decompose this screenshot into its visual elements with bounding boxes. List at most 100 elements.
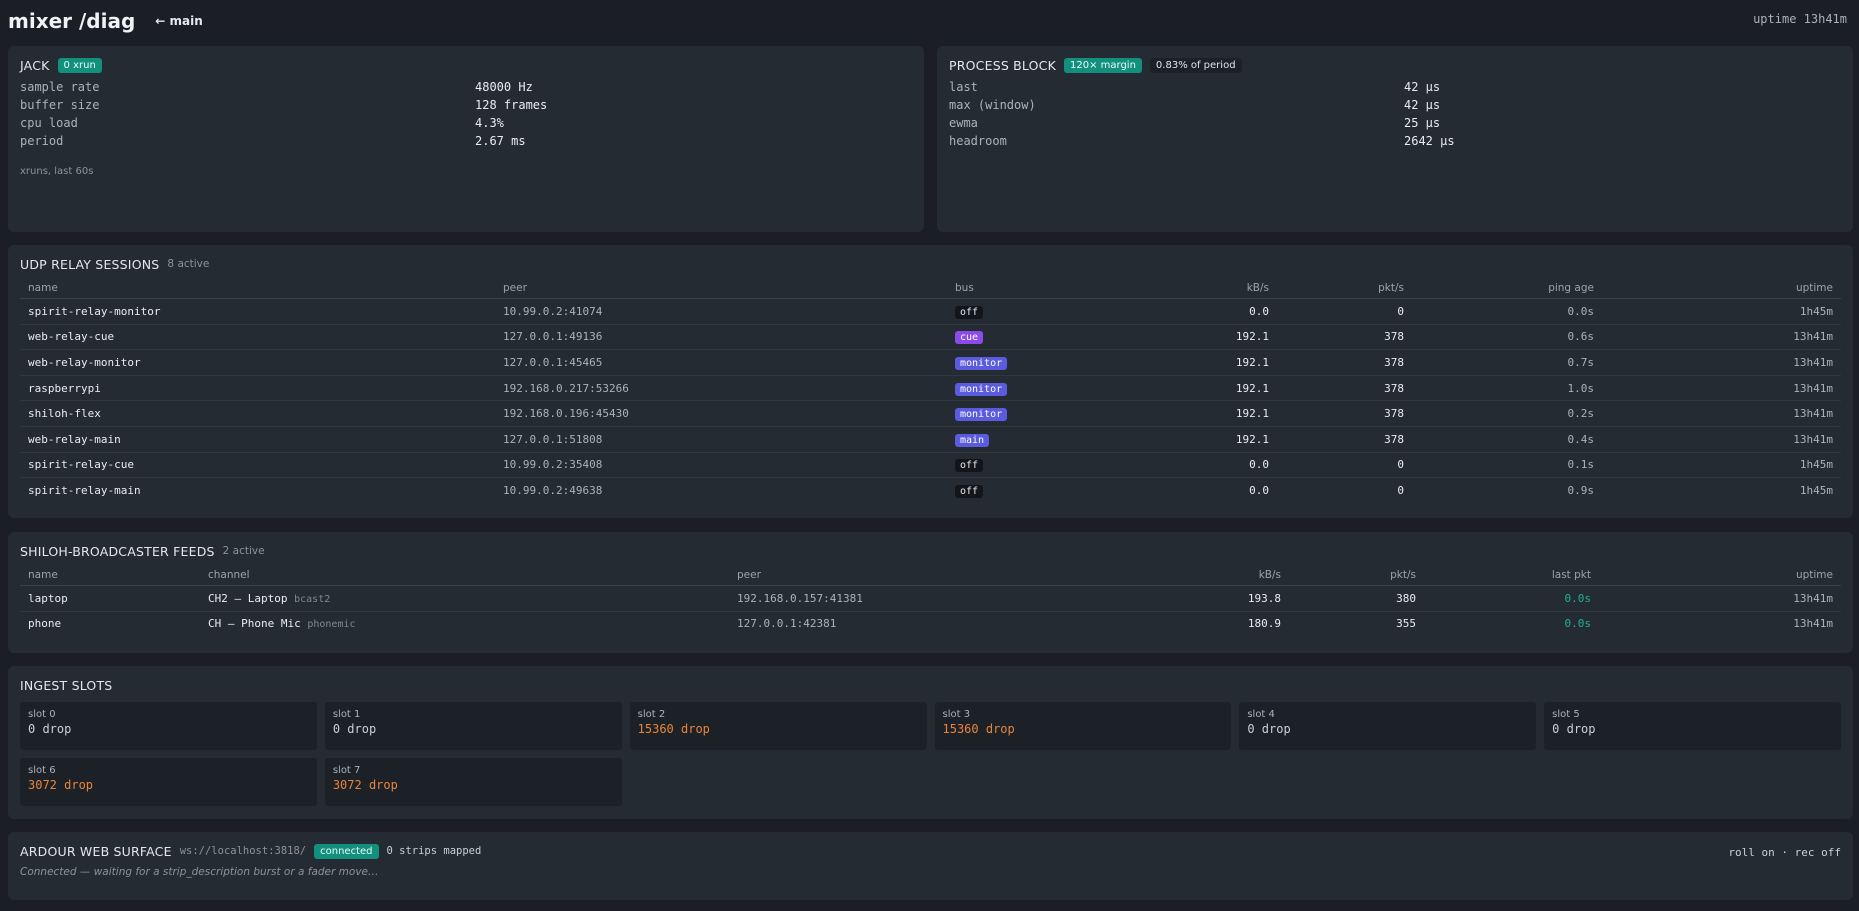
bus-badge: monitor (955, 408, 1008, 422)
session-pkts: 378 (1277, 324, 1412, 351)
session-name: raspberrypi (20, 375, 495, 402)
ingest-title: INGEST SLOTS (20, 677, 113, 693)
column-header[interactable]: kB/s (1109, 566, 1289, 586)
column-header[interactable]: peer (729, 566, 1109, 586)
ardour-title: ARDOUR WEB SURFACE (20, 843, 172, 859)
feed-uptime: 13h41m (1793, 617, 1833, 631)
process-stat-value: 42 µs (1404, 98, 1441, 112)
process-stat-key: ewma (949, 116, 978, 130)
session-name: web-relay-cue (20, 324, 495, 351)
session-bus-cell: off (947, 298, 1127, 325)
slot-label: slot 0 (28, 709, 56, 720)
bus-badge: cue (955, 331, 984, 345)
slot-label: slot 1 (332, 709, 361, 720)
jack-stat-key: cpu load (20, 116, 78, 130)
session-pkts: 378 (1277, 426, 1412, 453)
feeds-title: SHILOH-BROADCASTER FEEDS (20, 543, 215, 559)
slot-drop-count: 0 drop (28, 722, 72, 736)
session-peer: 192.168.0.217:53266 (495, 375, 947, 402)
slot-label: slot 5 (1552, 709, 1580, 720)
jack-stat-value: 48000 Hz (475, 80, 533, 94)
session-peer: 10.99.0.2:41074 (495, 298, 947, 325)
session-uptime: 13h41m (1602, 426, 1841, 453)
column-header[interactable]: name (20, 566, 200, 586)
session-uptime: 13h41m (1602, 349, 1841, 376)
feed-kbs: 193.8 (1109, 585, 1289, 612)
feed-channel-tag: bcast2 (294, 593, 331, 605)
udp-sessions-table: name peer bus kB/s pkt/s ping age uptime spiri… (20, 279, 1841, 503)
ardour-status-message: Connected — waiting for a strip_descript… (20, 866, 379, 878)
feed-channel: CH2 — Laptop (208, 591, 288, 605)
column-header[interactable]: uptime (1599, 566, 1841, 586)
session-pkts: 0 (1397, 483, 1404, 497)
table-row[interactable]: spirit-relay-monitor 10.99.0.2:41074 off 0.… (20, 298, 1841, 325)
ardour-url: ws://localhost:3818/ (179, 845, 307, 857)
table-row[interactable]: web-relay-main 127.0.0.1:51808 main 192.1 37… (20, 426, 1841, 453)
session-uptime: 1h45m (1602, 452, 1841, 479)
process-stat-value: 2642 µs (1404, 134, 1455, 148)
session-kbs: 192.1 (1127, 349, 1277, 376)
column-header[interactable]: kB/s (1127, 279, 1277, 299)
ingest-slot: slot 0 0 drop (20, 702, 317, 750)
jack-stat-value: 128 frames (475, 98, 548, 112)
session-ping-age: 0.0s (1412, 298, 1602, 325)
session-ping-age: 0.6s (1412, 324, 1602, 351)
column-header[interactable]: pkt/s (1289, 566, 1424, 586)
process-block-panel: PROCESS BLOCK 120× margin 0.83% of perio… (937, 46, 1853, 232)
ingest-slot: slot 4 0 drop (1239, 702, 1537, 750)
column-header[interactable]: ping age (1412, 279, 1602, 299)
feeds-active-count: 2 active (222, 545, 265, 557)
table-row[interactable]: web-relay-cue 127.0.0.1:49136 cue 192.1 378 0… (20, 324, 1841, 351)
feed-name: laptop (20, 585, 200, 612)
session-peer: 10.99.0.2:49638 (503, 483, 603, 497)
slot-drop-count: 15360 drop (637, 722, 710, 736)
feed-channel-tag: phonemic (307, 619, 356, 631)
process-stat-key: headroom (949, 134, 1007, 148)
udp-active-count: 8 active (167, 258, 210, 270)
session-name: spirit-relay-cue (20, 452, 495, 479)
page-title: mixer /diag (8, 9, 136, 33)
session-peer: 10.99.0.2:35408 (495, 452, 947, 479)
column-header[interactable]: pkt/s (1277, 279, 1412, 299)
session-ping-age: 1.0s (1412, 375, 1602, 402)
column-header[interactable]: channel (200, 566, 729, 586)
table-row[interactable]: shiloh-flex 192.168.0.196:45430 monitor 192… (20, 400, 1841, 427)
session-peer: 192.168.0.196:45430 (495, 400, 947, 427)
strips-mapped: 0 strips mapped (386, 845, 482, 857)
ingest-slot: slot 5 0 drop (1544, 702, 1841, 750)
session-bus-cell: off (947, 478, 1127, 503)
slot-label: slot 3 (942, 709, 971, 720)
slot-grid: slot 0 0 drop slot 1 0 drop slot 2 15360 drop… (20, 702, 1841, 806)
slot-label: slot 7 (332, 765, 361, 776)
table-row[interactable]: spirit-relay-main 10.99.0.2:49638 off 0.0 0 0… (20, 478, 1841, 503)
column-header[interactable]: last pkt (1424, 566, 1599, 586)
bus-badge: off (955, 459, 984, 473)
top-bar: mixer /diag ← main uptime 13h41m (0, 0, 1859, 42)
margin-badge: 120× margin (1064, 57, 1142, 73)
column-header[interactable]: bus (947, 279, 1127, 299)
feed-peer: 192.168.0.157:41381 (729, 585, 1109, 612)
slot-drop-count: 3072 drop (332, 778, 398, 792)
back-to-main-link[interactable]: ← main (155, 14, 203, 28)
column-header[interactable]: peer (495, 279, 947, 299)
session-name: spirit-relay-main (28, 483, 141, 497)
session-peer: 127.0.0.1:45465 (495, 349, 947, 376)
table-row[interactable]: web-relay-monitor 127.0.0.1:45465 monitor 1… (20, 349, 1841, 376)
session-uptime: 1h45m (1602, 298, 1841, 325)
feed-pkts: 380 (1289, 585, 1424, 612)
column-header[interactable]: name (20, 279, 495, 299)
column-header[interactable]: uptime (1602, 279, 1841, 299)
table-row[interactable]: raspberrypi 192.168.0.217:53266 monitor 192… (20, 375, 1841, 402)
udp-relay-panel: UDP RELAY SESSIONS 8 active name peer bus k… (8, 245, 1853, 518)
table-row[interactable]: phone CH — Phone Mic phonemic 127.0.0.1:42… (20, 611, 1841, 636)
bus-badge: off (955, 305, 984, 319)
table-row[interactable]: spirit-relay-cue 10.99.0.2:35408 off 0.0 0 0.… (20, 452, 1841, 479)
feeds-table: name channel peer kB/s pkt/s last pkt uptime l… (20, 566, 1841, 636)
table-row[interactable]: laptop CH2 — Laptop bcast2 192.168.0.157:4… (20, 585, 1841, 612)
jack-stat-key: sample rate (20, 80, 100, 94)
udp-relay-title: UDP RELAY SESSIONS (20, 256, 160, 272)
session-bus-cell: main (947, 426, 1127, 453)
ingest-slot: slot 3 15360 drop (934, 702, 1232, 750)
process-stat-key: max (window) (949, 98, 1036, 112)
feed-channel: CH — Phone Mic (208, 617, 301, 631)
